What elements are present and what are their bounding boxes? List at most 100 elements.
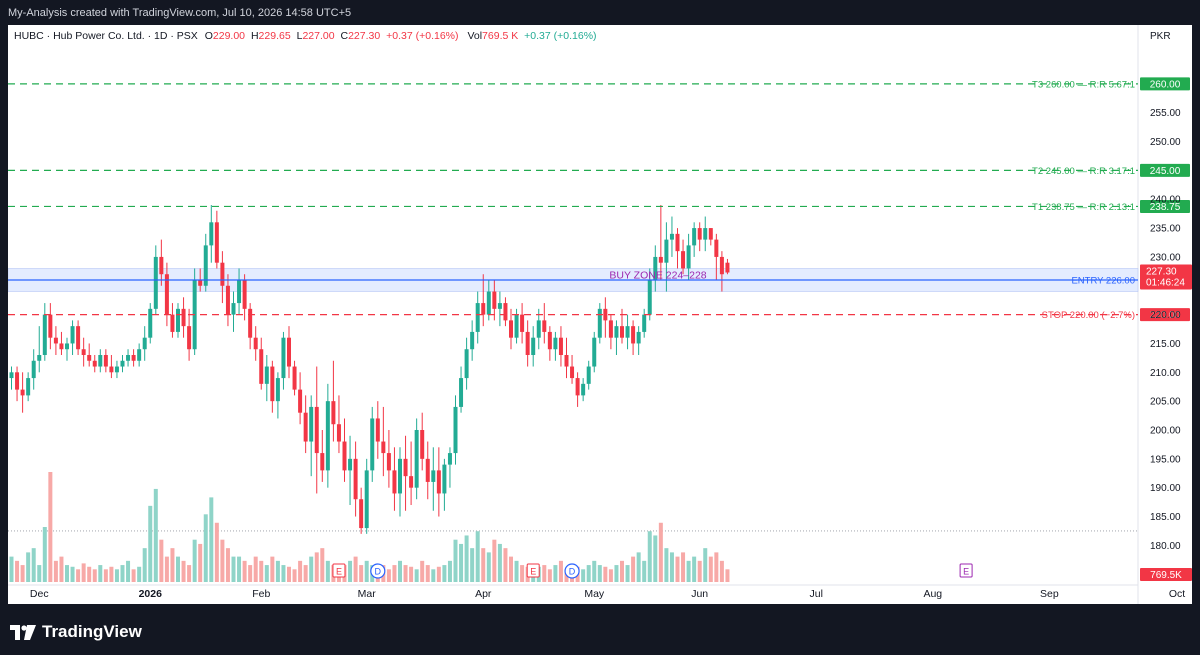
candle-body <box>553 337 558 350</box>
candle-body <box>65 343 69 350</box>
close-label: C <box>340 30 349 42</box>
volume-bar <box>653 535 658 582</box>
candle-body <box>259 349 264 384</box>
earnings-event-icon[interactable]: E <box>959 563 973 578</box>
level-tag-text-t3: 260.00 <box>1150 79 1181 90</box>
candle <box>109 355 114 379</box>
dividend-event-icon[interactable]: D <box>564 563 580 579</box>
dividend-event-icon[interactable]: D <box>370 563 386 579</box>
candle-body <box>342 441 347 471</box>
volume-bar <box>464 535 469 582</box>
candle <box>264 355 269 402</box>
candle-body <box>570 366 575 379</box>
volume-bar <box>348 560 353 582</box>
candle-body <box>414 430 419 488</box>
candle-body <box>137 349 142 361</box>
candle-body <box>692 228 697 246</box>
volume-bar <box>509 556 513 582</box>
volume-bar <box>558 560 563 582</box>
candle-body <box>325 401 330 471</box>
candle-body <box>592 337 597 367</box>
candle <box>703 216 708 252</box>
candle <box>475 291 480 344</box>
candle-body <box>20 389 25 396</box>
open-value: 229.00 <box>212 30 246 42</box>
volume-bar <box>686 560 691 582</box>
candle <box>403 435 408 511</box>
x-tick-label: Oct <box>1169 588 1185 600</box>
candle-body <box>703 228 708 240</box>
earnings-event-icon[interactable]: E <box>332 563 346 578</box>
candle <box>409 441 414 505</box>
candle-body <box>203 245 208 286</box>
candle <box>309 395 314 477</box>
candle-body <box>586 366 591 384</box>
earnings-event-glyph: E <box>530 567 536 577</box>
candle-body <box>353 458 358 500</box>
volume-bar <box>298 560 303 582</box>
candle-body <box>464 349 469 379</box>
candle <box>92 355 97 373</box>
candle-body <box>647 280 652 315</box>
chart-panel[interactable]: T3 260.00 — R:R 5.67:1 260.00 T2 245.00 — … <box>8 25 1192 604</box>
candle-body <box>675 233 680 252</box>
candle <box>59 331 64 355</box>
candle-body <box>270 366 275 402</box>
candle-body <box>120 360 125 367</box>
dividend-event-circle <box>564 563 580 579</box>
candle <box>142 326 147 361</box>
volume-bar <box>520 565 525 582</box>
candle-body <box>686 245 691 269</box>
candle <box>525 320 530 367</box>
candle <box>253 326 258 361</box>
volume-bar <box>620 560 624 582</box>
candle-body <box>87 355 92 361</box>
volume-bar <box>248 565 253 582</box>
candle <box>98 349 103 373</box>
low-label: L <box>296 30 303 42</box>
volume-bar <box>164 556 169 582</box>
x-tick-label: Jul <box>810 588 823 600</box>
candle <box>214 210 219 269</box>
volume-bar <box>198 543 203 582</box>
candle-body <box>126 355 131 361</box>
y-tick-label: 230.00 <box>1150 252 1181 263</box>
candle-body <box>331 401 336 425</box>
earnings-event-glyph: E <box>336 567 342 577</box>
y-tick-label: 185.00 <box>1150 512 1181 523</box>
volume-bar <box>481 548 486 582</box>
symbol-title[interactable]: HUBC · Hub Power Co. Ltd. · 1D · PSX <box>14 30 198 42</box>
volume-bar <box>608 569 613 582</box>
last-price-value: 227.30 <box>1146 267 1177 278</box>
volume-bar <box>320 548 325 582</box>
volume-bar <box>148 505 153 582</box>
candle <box>203 233 208 292</box>
candle-body <box>564 355 569 367</box>
footer-bar: TradingView <box>0 604 1200 655</box>
volume-bar <box>503 548 508 582</box>
candle <box>220 251 225 304</box>
volume-bar <box>314 552 319 582</box>
candle-body <box>631 326 636 344</box>
earnings-event-icon[interactable]: E <box>526 563 540 578</box>
volume-bar <box>187 565 192 582</box>
x-tick-label: Jun <box>691 588 708 600</box>
volume-bar <box>642 560 647 582</box>
volume-bar <box>70 566 75 582</box>
candle <box>592 331 597 373</box>
volume-bar <box>42 527 47 582</box>
volume-bar <box>103 569 108 582</box>
price-chart[interactable]: T3 260.00 — R:R 5.67:1 260.00 T2 245.00 — … <box>8 25 1192 604</box>
volume-bar <box>470 548 475 582</box>
tradingview-logo[interactable]: TradingView <box>10 622 142 642</box>
candle <box>76 320 81 355</box>
volume-bar <box>203 514 208 582</box>
candle-body <box>603 308 608 321</box>
x-tick-label: Dec <box>30 588 49 600</box>
candle-body <box>442 464 447 494</box>
candle <box>392 447 397 511</box>
candle <box>492 280 497 321</box>
dividend-event-circle <box>370 563 386 579</box>
candle <box>287 326 291 379</box>
candle <box>370 406 375 482</box>
